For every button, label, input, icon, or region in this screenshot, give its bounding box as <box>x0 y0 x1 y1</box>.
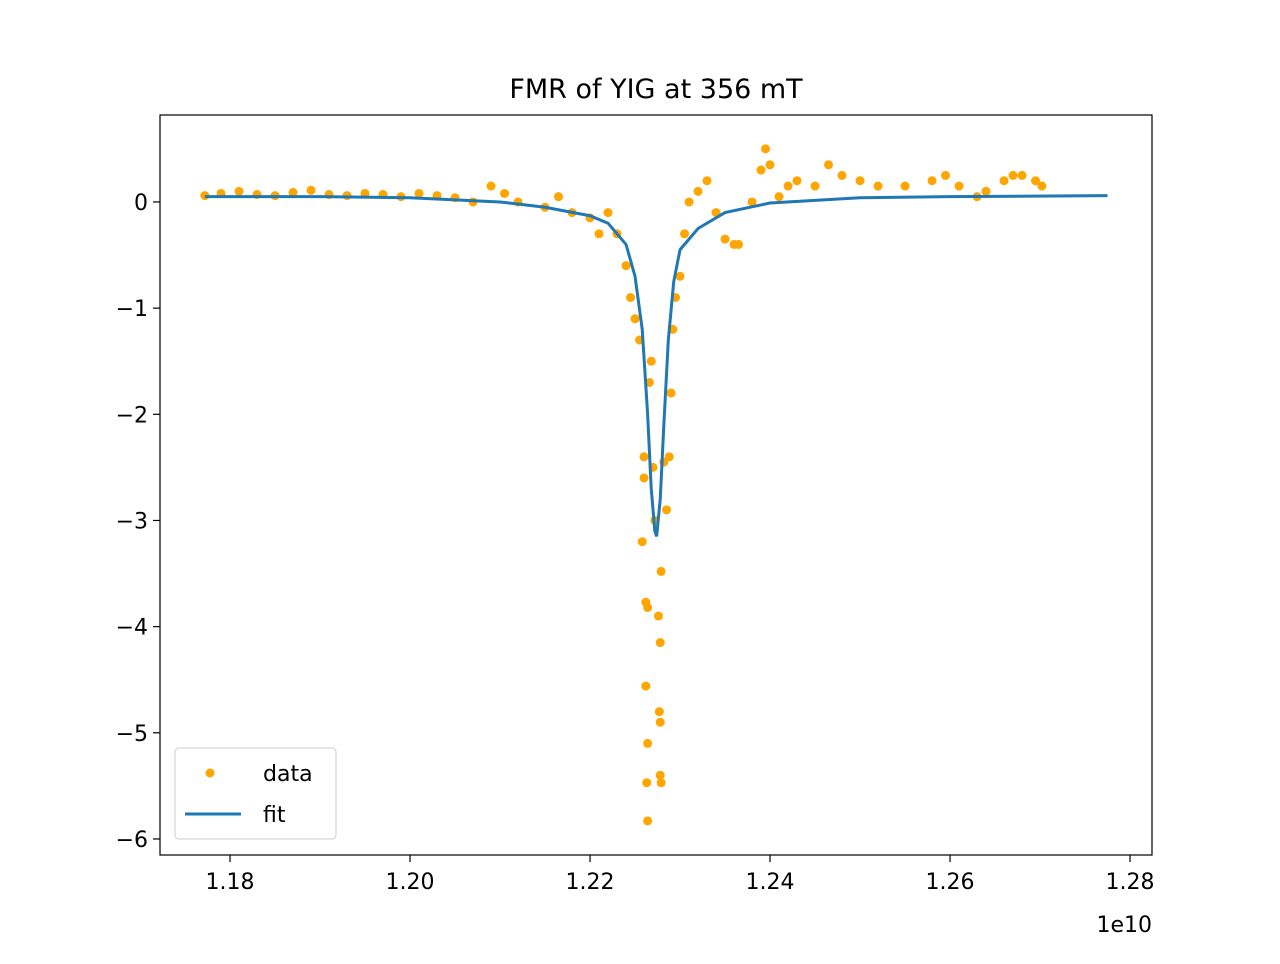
data-point <box>621 261 631 271</box>
data-point <box>927 176 937 186</box>
data-point <box>643 738 653 748</box>
legend-label: data <box>263 762 313 787</box>
data-point <box>656 778 666 788</box>
legend-box <box>174 747 337 840</box>
x-tick-label: 1.24 <box>746 870 795 895</box>
data-point <box>680 229 690 239</box>
data-point <box>720 234 730 244</box>
y-tick-label: −3 <box>116 509 148 534</box>
data-point <box>1008 170 1018 180</box>
data-point <box>954 181 964 191</box>
data-point <box>824 160 834 170</box>
data-point <box>637 537 647 547</box>
data-point <box>646 356 656 366</box>
data-point <box>900 181 910 191</box>
data-point <box>626 293 636 303</box>
y-tick-label: −2 <box>116 403 148 428</box>
axes-frame <box>159 114 1153 856</box>
data-point <box>643 603 653 613</box>
x-offset-label: 1e10 <box>1096 913 1152 938</box>
fit-line <box>204 194 1108 537</box>
data-point <box>306 185 316 195</box>
y-tick-label: −1 <box>116 297 148 322</box>
data-point <box>675 271 685 281</box>
x-tick-label: 1.22 <box>566 870 615 895</box>
data-point <box>630 314 640 324</box>
y-tick-label: −4 <box>116 616 148 641</box>
data-point <box>554 192 564 202</box>
data-point <box>702 176 712 186</box>
data-point <box>655 638 665 648</box>
data-point <box>486 181 496 191</box>
data-point <box>643 816 653 826</box>
data-point <box>642 778 652 788</box>
x-tick-label: 1.18 <box>206 870 255 895</box>
data-point <box>684 197 694 207</box>
data-point <box>639 473 649 483</box>
data-point <box>981 186 991 196</box>
data-point <box>999 176 1009 186</box>
data-point <box>1017 170 1027 180</box>
data-point <box>662 505 672 515</box>
data-point <box>639 452 649 462</box>
data-point <box>654 707 664 717</box>
data-point <box>655 770 665 780</box>
y-tick-label: −5 <box>116 722 148 747</box>
data-point <box>756 165 766 175</box>
x-tick-label: 1.20 <box>386 870 435 895</box>
data-point <box>288 187 298 197</box>
data-point <box>810 181 820 191</box>
data-point <box>837 170 847 180</box>
y-tick-label: 0 <box>134 191 148 216</box>
data-point <box>693 186 703 196</box>
data-point <box>734 239 744 249</box>
legend-marker <box>205 768 215 778</box>
data-point <box>666 388 676 398</box>
data-point <box>603 208 613 218</box>
legend-label: fit <box>263 803 286 828</box>
data-point <box>873 181 883 191</box>
x-tick-label: 1.26 <box>926 870 975 895</box>
data-point <box>792 176 802 186</box>
data-point <box>656 566 666 576</box>
y-tick-label: −6 <box>116 828 148 853</box>
data-point <box>1031 176 1041 186</box>
data-point <box>774 192 784 202</box>
data-point <box>941 170 951 180</box>
data-point <box>234 186 244 196</box>
data-point <box>594 229 604 239</box>
plot-area <box>200 144 1108 826</box>
data-point <box>500 188 510 198</box>
legend: data fit <box>174 747 337 840</box>
data-point <box>414 188 424 198</box>
data-point <box>747 197 757 207</box>
data-point <box>783 181 793 191</box>
x-tick-label: 1.28 <box>1106 870 1155 895</box>
data-point <box>664 452 674 462</box>
data-point <box>761 144 771 154</box>
data-point <box>641 681 651 691</box>
data-point <box>855 176 865 186</box>
data-point <box>655 717 665 727</box>
data-point <box>653 611 663 621</box>
data-point <box>765 160 775 170</box>
data-point <box>1037 181 1047 191</box>
chart-title: FMR of YIG at 356 mT <box>509 74 803 105</box>
